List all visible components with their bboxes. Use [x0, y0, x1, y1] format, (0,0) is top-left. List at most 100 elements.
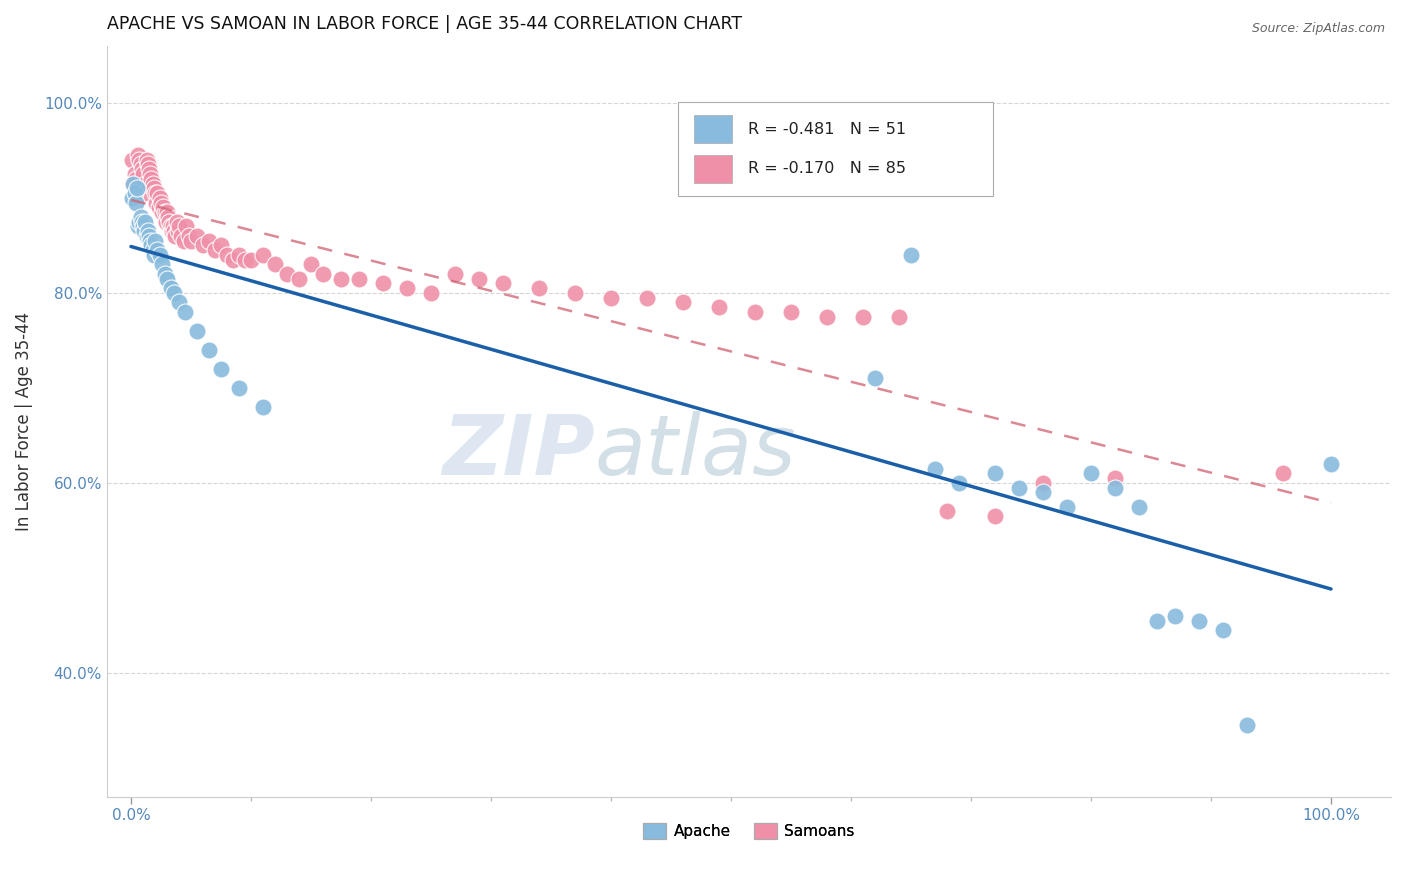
Point	[209, 362, 232, 376]
Point	[852, 310, 875, 324]
Point	[1128, 500, 1150, 514]
Point	[127, 148, 149, 162]
Point	[1212, 624, 1234, 638]
Point	[157, 210, 180, 224]
Point	[142, 177, 165, 191]
Point	[395, 281, 418, 295]
Point	[1008, 481, 1031, 495]
Point	[134, 214, 156, 228]
Point	[135, 228, 157, 243]
Point	[1146, 614, 1168, 628]
Point	[420, 285, 443, 300]
Point	[264, 257, 287, 271]
Point	[159, 281, 181, 295]
Point	[177, 228, 200, 243]
Point	[1080, 467, 1102, 481]
Point	[157, 214, 180, 228]
Text: R = -0.481   N = 51: R = -0.481 N = 51	[748, 121, 905, 136]
Point	[492, 277, 515, 291]
Point	[744, 305, 766, 319]
Point	[142, 248, 165, 262]
Point	[1032, 475, 1054, 490]
Point	[138, 228, 160, 243]
Point	[148, 200, 170, 214]
Point	[527, 281, 550, 295]
Point	[174, 305, 197, 319]
Point	[166, 214, 188, 228]
Point	[252, 400, 274, 414]
Point	[143, 186, 166, 200]
Point	[121, 191, 143, 205]
Point	[142, 181, 165, 195]
Point	[153, 267, 176, 281]
Point	[145, 195, 167, 210]
Point	[134, 224, 156, 238]
Point	[129, 157, 152, 171]
Point	[371, 277, 394, 291]
Point	[672, 295, 695, 310]
Point	[131, 214, 153, 228]
Point	[936, 504, 959, 518]
Point	[166, 224, 188, 238]
Text: APACHE VS SAMOAN IN LABOR FORCE | AGE 35-44 CORRELATION CHART: APACHE VS SAMOAN IN LABOR FORCE | AGE 35…	[107, 15, 742, 33]
Point	[160, 224, 183, 238]
Point	[146, 243, 169, 257]
Point	[139, 167, 162, 181]
Y-axis label: In Labor Force | Age 35-44: In Labor Force | Age 35-44	[15, 311, 32, 531]
Point	[186, 324, 208, 338]
Point	[132, 167, 155, 181]
Point	[125, 181, 148, 195]
Point	[136, 224, 159, 238]
Point	[1032, 485, 1054, 500]
Point	[125, 195, 148, 210]
Point	[173, 234, 195, 248]
FancyBboxPatch shape	[678, 102, 993, 196]
Point	[863, 371, 886, 385]
Point	[564, 285, 586, 300]
Point	[155, 214, 177, 228]
Point	[162, 219, 184, 234]
Text: atlas: atlas	[595, 410, 797, 491]
Point	[228, 248, 250, 262]
Point	[444, 267, 467, 281]
Point	[150, 257, 173, 271]
Point	[150, 205, 173, 219]
Point	[984, 509, 1007, 524]
Point	[636, 291, 658, 305]
Point	[299, 257, 322, 271]
Point	[149, 191, 172, 205]
Point	[152, 200, 174, 214]
Point	[122, 177, 145, 191]
Point	[347, 271, 370, 285]
FancyBboxPatch shape	[693, 154, 733, 183]
Point	[132, 219, 155, 234]
Point	[124, 167, 146, 181]
Point	[204, 243, 226, 257]
Point	[707, 300, 730, 314]
Point	[141, 171, 163, 186]
Point	[146, 186, 169, 200]
Point	[233, 252, 256, 267]
Point	[135, 153, 157, 167]
Point	[131, 162, 153, 177]
Point	[780, 305, 803, 319]
Point	[924, 461, 946, 475]
Text: R = -0.170   N = 85: R = -0.170 N = 85	[748, 161, 905, 177]
Point	[215, 248, 238, 262]
Point	[138, 162, 160, 177]
Point	[134, 186, 156, 200]
Point	[121, 153, 143, 167]
Point	[163, 224, 186, 238]
Text: Source: ZipAtlas.com: Source: ZipAtlas.com	[1251, 22, 1385, 36]
Point	[149, 195, 172, 210]
Point	[127, 219, 149, 234]
Point	[167, 295, 190, 310]
Point	[600, 291, 623, 305]
Point	[1104, 481, 1126, 495]
Point	[141, 238, 163, 252]
Legend: Apache, Samoans: Apache, Samoans	[637, 817, 860, 846]
Point	[330, 271, 353, 285]
Point	[198, 343, 221, 357]
Point	[276, 267, 298, 281]
Point	[1164, 609, 1187, 624]
